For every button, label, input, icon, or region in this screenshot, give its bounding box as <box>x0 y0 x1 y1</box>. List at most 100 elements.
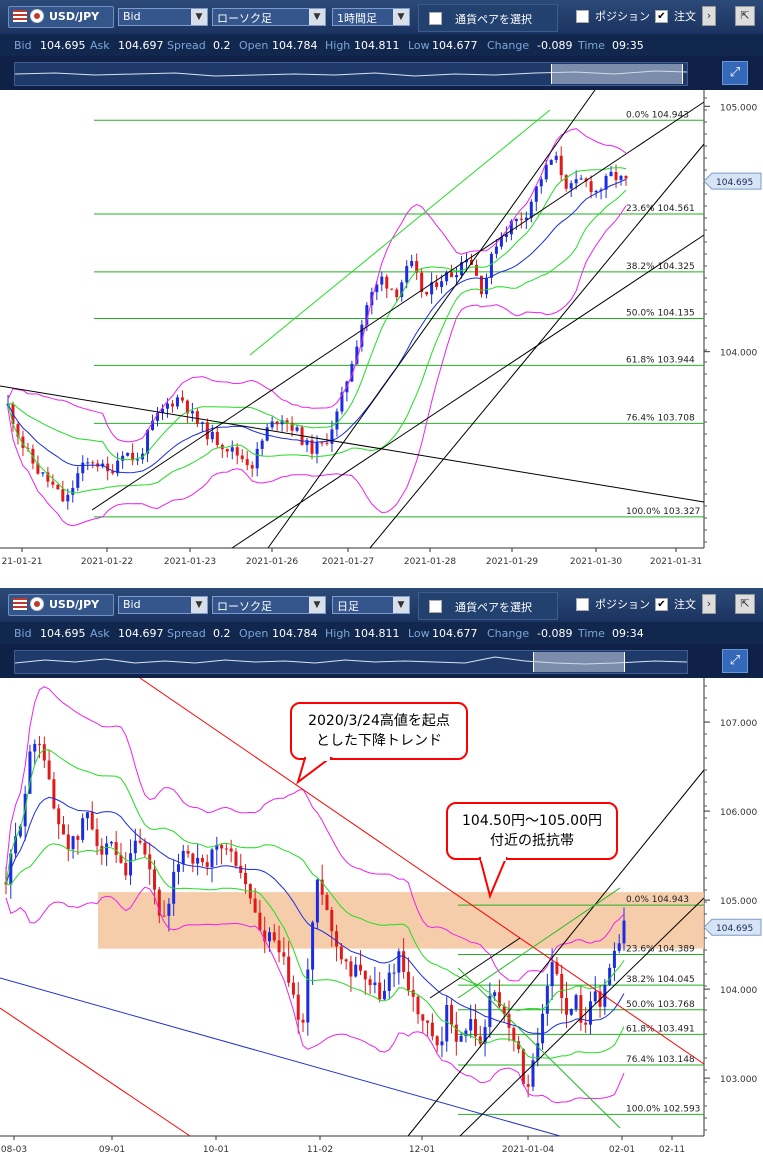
hourly-chart[interactable]: 0.0% 104.943 23.6% 104.561 38.2% 104.325 50… <box>0 90 763 582</box>
select-pair-checkbox[interactable] <box>429 600 442 613</box>
trend-line <box>369 143 705 549</box>
select-pair-button[interactable]: 通貨ペアを選択 <box>418 4 558 32</box>
daily-chart[interactable]: 0.0% 104.943 23.6% 104.389 38.2% 104.045 50… <box>0 678 763 1175</box>
navigator[interactable] <box>14 62 688 86</box>
candle-body <box>455 275 459 278</box>
toolbar: USD/JPY Bid ▼ ローソク足 ▼ 1時間足 ▼ 通貨ペアを選択 ポジシ… <box>0 0 763 34</box>
candle-body <box>200 422 204 424</box>
trend-line <box>429 937 521 999</box>
select-pair-checkbox[interactable] <box>429 12 442 25</box>
candle-body <box>555 962 559 974</box>
pair-badge[interactable]: USD/JPY <box>8 6 114 28</box>
x-tick-label: 2021-01-22 <box>81 557 133 567</box>
candle-body <box>405 266 409 283</box>
candle-body <box>36 463 40 474</box>
order-checkbox[interactable]: ✔ <box>655 598 668 611</box>
trend-line <box>457 967 621 1129</box>
candle-body <box>400 282 404 297</box>
candle-body <box>536 1043 540 1061</box>
chart-type-select[interactable]: ローソク足 ▼ <box>212 8 326 26</box>
navigator-window[interactable] <box>551 64 683 84</box>
candle-body <box>161 408 164 414</box>
candle-body <box>497 992 501 1007</box>
navigator[interactable] <box>14 650 688 674</box>
candle-body <box>415 260 419 273</box>
candle-body <box>569 1008 573 1015</box>
scroll-arrow-icon[interactable]: › <box>702 594 716 614</box>
select-pair-button[interactable]: 通貨ペアを選択 <box>418 592 558 620</box>
expand-arrows-icon[interactable]: ⤢ <box>722 649 748 673</box>
candle-body <box>38 743 42 745</box>
candle-body <box>295 427 299 431</box>
candle-body <box>359 964 363 971</box>
us-flag-icon <box>13 598 27 610</box>
candle-body <box>234 851 238 866</box>
chart-type-select[interactable]: ローソク足 ▼ <box>212 596 326 614</box>
candle-body <box>539 179 543 187</box>
navigator-window[interactable] <box>533 652 625 672</box>
candle-body <box>119 854 123 863</box>
candle-body <box>604 176 608 190</box>
order-checkbox[interactable]: ✔ <box>655 10 668 23</box>
daily-chart-panel: USD/JPY Bid ▼ ローソク足 ▼ 日足 ▼ 通貨ペアを選択 ポジション… <box>0 588 763 1175</box>
candle-body <box>335 411 339 430</box>
candle-body <box>545 986 549 1014</box>
scroll-arrow-icon[interactable]: › <box>702 6 716 26</box>
candle-body <box>350 363 354 382</box>
candle-body <box>156 413 160 421</box>
undock-icon[interactable]: ⇱ <box>735 6 755 26</box>
toolbar: USD/JPY Bid ▼ ローソク足 ▼ 日足 ▼ 通貨ペアを選択 ポジション… <box>0 588 763 622</box>
candle-body <box>609 171 613 177</box>
candle-body <box>200 857 204 863</box>
position-checkbox[interactable] <box>576 10 589 23</box>
candle-body <box>235 447 239 456</box>
pair-label: USD/JPY <box>49 10 100 23</box>
candle-body <box>263 930 267 942</box>
us-flag-icon <box>13 10 27 22</box>
candle-body <box>185 400 189 414</box>
candle-body <box>105 843 109 855</box>
candle-body <box>291 982 295 995</box>
trend-line <box>457 887 621 999</box>
timeframe-select[interactable]: 1時間足 ▼ <box>332 8 410 26</box>
candle-body <box>574 995 578 1009</box>
candle-body <box>514 218 518 222</box>
open-value: 104.784 <box>272 627 318 640</box>
resistance-callout: 104.50円～105.00円 付近の抵抗帯 <box>446 802 618 860</box>
candle-body <box>541 1013 545 1044</box>
position-checkbox[interactable] <box>576 598 589 611</box>
x-tick-label: 2021-01-26 <box>246 557 299 567</box>
low-label: Low <box>408 627 430 640</box>
expand-arrows-icon[interactable]: ⤢ <box>722 61 748 85</box>
time-label: Time <box>578 627 605 640</box>
candle-body <box>126 452 130 456</box>
bollinger-2sigma-line <box>7 205 627 527</box>
undock-icon[interactable]: ⇱ <box>735 594 755 614</box>
candle-body <box>165 403 169 409</box>
candle-body <box>579 178 583 180</box>
chevron-down-icon: ▼ <box>309 9 325 25</box>
hourly-chart-panel: USD/JPY Bid ▼ ローソク足 ▼ 1時間足 ▼ 通貨ペアを選択 ポジシ… <box>0 0 763 582</box>
pair-badge[interactable]: USD/JPY <box>8 594 114 616</box>
candle-body <box>560 973 564 999</box>
chevron-down-icon: ▼ <box>191 597 207 613</box>
candle-body <box>430 282 434 295</box>
candle-body <box>51 481 55 485</box>
price-type-select[interactable]: Bid ▼ <box>118 8 208 26</box>
ask-label: Ask <box>90 39 110 52</box>
candle-body <box>109 842 113 844</box>
candle-body <box>624 175 628 179</box>
spread-value: 0.2 <box>213 39 231 52</box>
x-tick-label: 2021-01-29 <box>486 557 539 567</box>
price-type-select[interactable]: Bid ▼ <box>118 596 208 614</box>
chevron-down-icon: ▼ <box>393 9 409 25</box>
candle-body <box>365 305 369 325</box>
candle-body <box>21 436 25 448</box>
bollinger-2sigma-line <box>5 886 625 1104</box>
callout-line: 付近の抵抗帯 <box>490 833 574 849</box>
quote-bar: Bid 104.695 Ask 104.697 Spread 0.2 Open … <box>0 622 763 644</box>
candle-body <box>85 812 89 819</box>
candle-body <box>100 845 104 855</box>
timeframe-select[interactable]: 日足 ▼ <box>332 596 410 614</box>
candle-body <box>57 808 61 825</box>
